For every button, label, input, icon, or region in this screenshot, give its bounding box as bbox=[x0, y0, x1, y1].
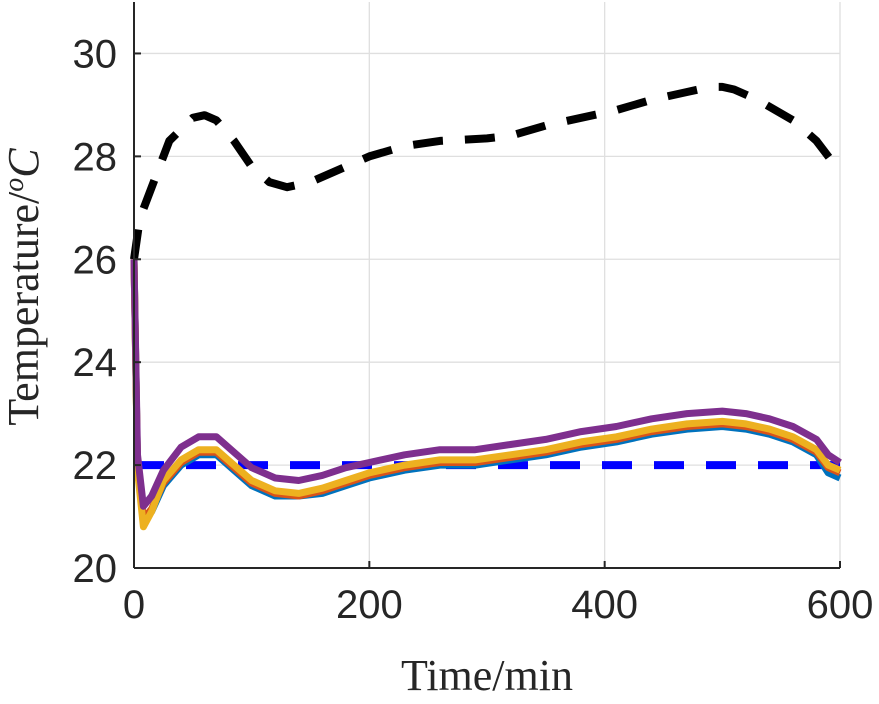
axes bbox=[133, 2, 841, 569]
x-tick-label: 400 bbox=[571, 583, 638, 627]
y-tick-label: 28 bbox=[73, 135, 118, 179]
room-3-line bbox=[130, 259, 842, 531]
y-tick-label: 24 bbox=[73, 341, 118, 385]
y-tick-label: 22 bbox=[73, 444, 118, 488]
y-tick-label: 26 bbox=[73, 238, 118, 282]
series-group bbox=[130, 82, 844, 531]
x-tick-label: 0 bbox=[123, 583, 145, 627]
room-1-line bbox=[130, 259, 842, 526]
room-2-line bbox=[130, 259, 842, 523]
x-tick-label: 600 bbox=[807, 583, 874, 627]
x-tick-label: 200 bbox=[336, 583, 403, 627]
room-4-line bbox=[130, 259, 842, 510]
y-tick-label: 20 bbox=[73, 547, 118, 591]
tick-labels: 0 200 400 600 20 22 24 26 28 30 bbox=[73, 32, 874, 627]
outdoor-temperature-line bbox=[130, 82, 844, 260]
y-axis-label-main: Temperature/ bbox=[0, 191, 48, 426]
y-axis-label: Temperature/oC bbox=[0, 148, 48, 426]
y-tick-label: 30 bbox=[73, 32, 118, 76]
y-axis-label-sup: o bbox=[0, 178, 30, 192]
x-axis-label: Time/min bbox=[401, 651, 573, 700]
y-axis-label-unit: C bbox=[0, 148, 48, 178]
